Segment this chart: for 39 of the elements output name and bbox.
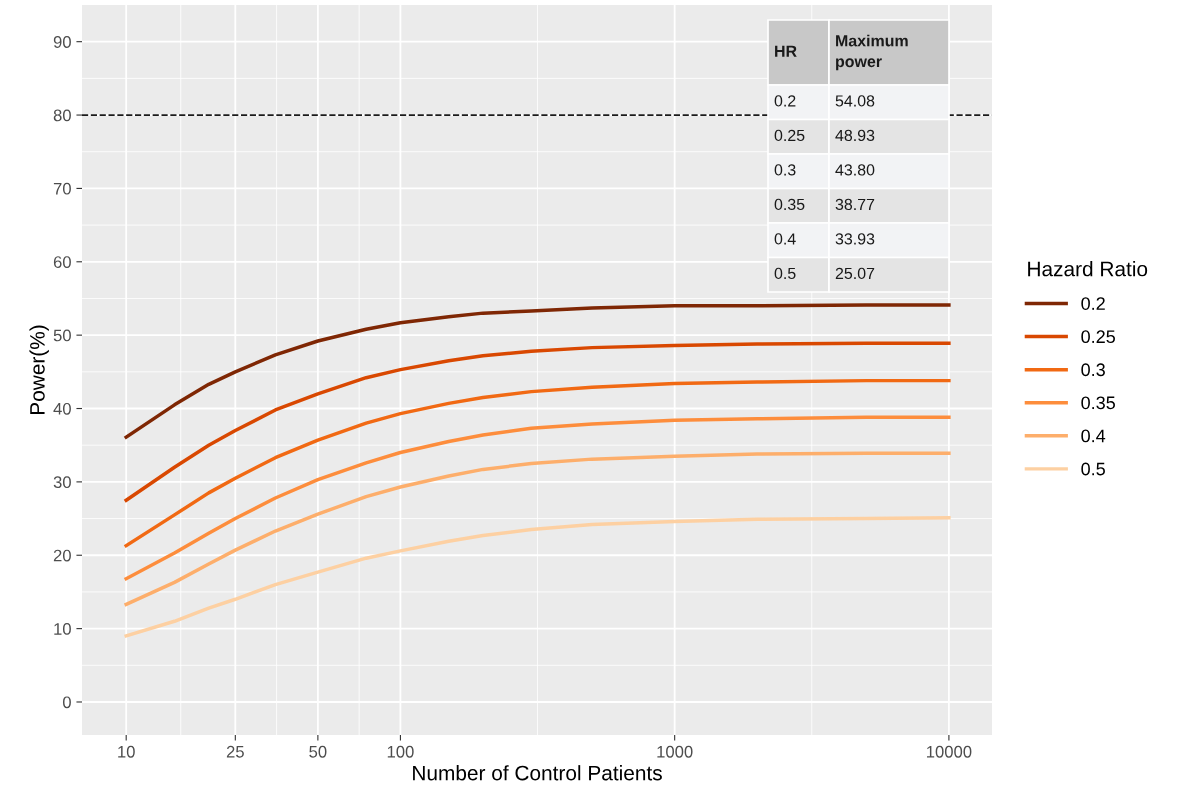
annotation: HR xyxy=(775,45,797,57)
annotation: 38.77 xyxy=(835,198,875,211)
x-tick-label: 50 xyxy=(309,745,327,758)
annotation: 0.3 xyxy=(774,164,796,176)
y-tick-label: 70 xyxy=(53,182,71,195)
y-tick-label: 40 xyxy=(53,402,71,415)
annotation: 0.25 xyxy=(774,129,805,142)
legend-title: Hazard Ratio xyxy=(1028,261,1148,277)
x-tick-label: 25 xyxy=(226,745,244,758)
y-tick-label: 50 xyxy=(53,329,71,342)
legend-label: 0.3 xyxy=(1081,363,1105,377)
y-tick-label: 20 xyxy=(53,549,71,562)
annotation: 0.4 xyxy=(774,233,796,245)
x-tick-label: 10000 xyxy=(927,745,972,758)
y-tick-label: 30 xyxy=(53,476,71,489)
annotation: Maximum power xyxy=(836,34,908,71)
y-tick-label: 60 xyxy=(53,256,71,268)
legend-label: 0.4 xyxy=(1081,429,1106,443)
y-tick-label: 80 xyxy=(53,109,71,122)
x-axis-title: Number of Control Patients xyxy=(413,765,662,781)
annotation: 0.2 xyxy=(774,95,796,107)
legend-label: 0.2 xyxy=(1081,297,1105,310)
x-tick-label: 1000 xyxy=(657,745,693,758)
annotation: 0.35 xyxy=(774,198,805,211)
legend-label: 0.5 xyxy=(1081,462,1105,476)
y-axis-title: Power(%) xyxy=(29,325,49,415)
annotation: 33.93 xyxy=(835,233,875,245)
legend-label: 0.25 xyxy=(1081,330,1115,344)
annotation: 25.07 xyxy=(835,267,875,280)
y-tick-label: 0 xyxy=(62,696,71,709)
annotation: 54.08 xyxy=(835,95,875,107)
y-tick-label: 10 xyxy=(54,623,71,635)
x-tick-label: 10 xyxy=(118,745,135,758)
annotation: 0.5 xyxy=(774,267,796,280)
annotation: 43.80 xyxy=(835,164,875,176)
y-tick-label: 90 xyxy=(53,36,71,48)
legend-label: 0.35 xyxy=(1081,396,1115,410)
x-tick-label: 100 xyxy=(387,745,414,758)
annotation: 48.93 xyxy=(835,129,875,142)
